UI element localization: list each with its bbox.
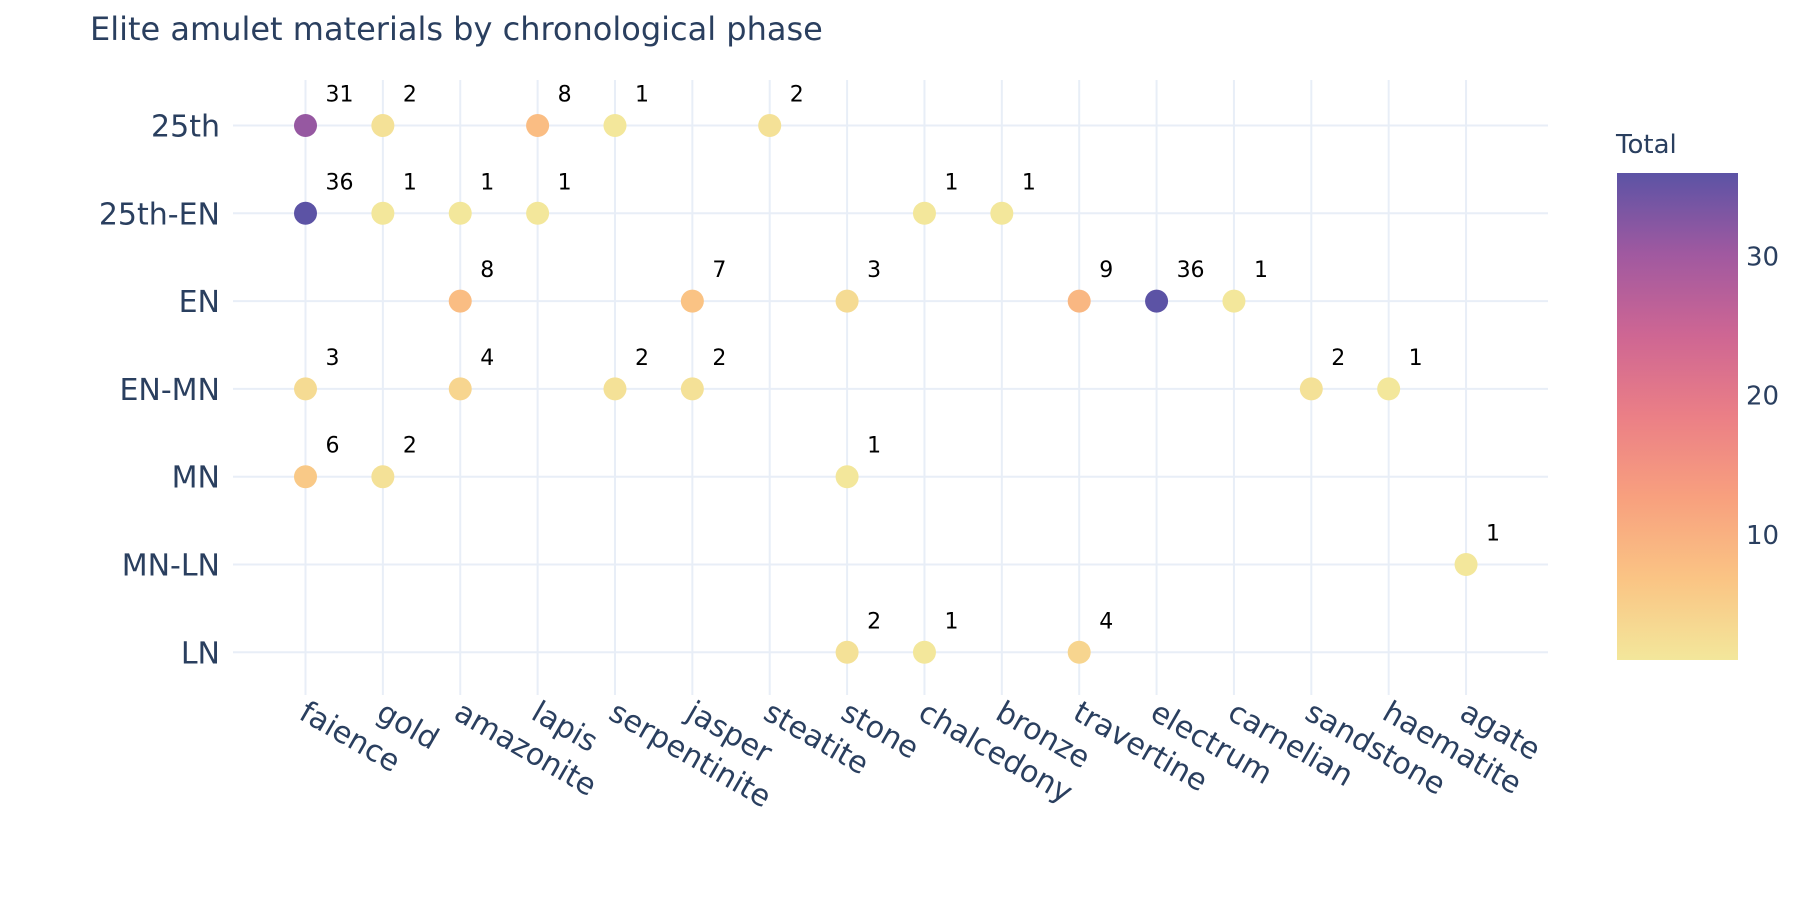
- colorbar-tick-label: 10: [1746, 521, 1779, 551]
- data-point: [294, 114, 317, 137]
- data-point: [1145, 289, 1169, 313]
- data-label: 3: [326, 346, 340, 371]
- data-point: [835, 640, 859, 664]
- y-tick-label: EN: [179, 285, 220, 320]
- data-label: 9: [1099, 258, 1113, 283]
- y-tick-label: 25th: [151, 110, 220, 145]
- data-label: 1: [558, 170, 572, 195]
- data-label: 36: [1177, 258, 1205, 283]
- data-label: 2: [790, 83, 804, 108]
- data-point: [526, 114, 550, 137]
- y-axis: 25th 25th-EN EN EN-MN MN MN-LN LN: [99, 110, 220, 672]
- data-label: 1: [1486, 522, 1500, 547]
- data-point: [294, 465, 317, 489]
- data-points: [294, 114, 1478, 664]
- y-tick-label: LN: [181, 636, 220, 671]
- data-label: 36: [326, 170, 354, 195]
- data-labels: 31 2 8 1 2 36 1 1 1 1 1 8 7 3 9 36 1 3 4 2 2 2 1 6 2 1 1 2 1 4: [326, 83, 1501, 635]
- chart-title: Elite amulet materials by chronological …: [90, 10, 823, 48]
- data-label: 2: [403, 434, 417, 459]
- data-point: [603, 377, 627, 401]
- data-point: [448, 289, 472, 313]
- data-point: [371, 465, 395, 489]
- data-point: [758, 114, 782, 137]
- y-tick-label: 25th-EN: [99, 197, 220, 232]
- data-label: 1: [403, 170, 417, 195]
- data-point: [294, 377, 317, 401]
- data-label: 2: [635, 346, 649, 371]
- colorbar-tick-label: 30: [1746, 242, 1779, 272]
- data-point: [835, 465, 859, 489]
- y-tick-label: MN: [172, 461, 220, 496]
- data-point: [1299, 377, 1323, 401]
- data-point: [371, 201, 395, 225]
- data-label: 4: [480, 346, 494, 371]
- data-point: [526, 201, 550, 225]
- data-point: [912, 201, 936, 225]
- colorbar-gradient: [1617, 173, 1738, 660]
- data-point: [835, 289, 859, 313]
- data-label: 1: [635, 83, 649, 108]
- data-point: [680, 377, 704, 401]
- data-label: 1: [1022, 170, 1036, 195]
- data-point: [1377, 377, 1401, 401]
- data-point: [371, 114, 395, 137]
- data-label: 1: [944, 170, 958, 195]
- data-label: 3: [867, 258, 881, 283]
- data-label: 2: [867, 609, 881, 634]
- colorbar: Total 10 20 30: [1615, 130, 1779, 660]
- data-point: [680, 289, 704, 313]
- data-point: [603, 114, 627, 137]
- data-label: 2: [1331, 346, 1345, 371]
- data-label: 6: [326, 434, 340, 459]
- data-label: 31: [326, 83, 354, 108]
- data-point: [912, 640, 936, 664]
- data-point: [448, 377, 472, 401]
- data-point: [1222, 289, 1246, 313]
- data-label: 2: [712, 346, 726, 371]
- data-label: 7: [712, 258, 726, 283]
- data-label: 1: [1254, 258, 1268, 283]
- data-point: [448, 201, 472, 225]
- y-tick-label: EN-MN: [119, 373, 220, 408]
- y-tick-label: MN-LN: [122, 549, 220, 584]
- data-label: 1: [1409, 346, 1423, 371]
- data-point: [1454, 553, 1478, 576]
- data-label: 2: [403, 83, 417, 108]
- data-point: [1067, 640, 1091, 664]
- colorbar-tick-label: 20: [1746, 382, 1779, 412]
- data-point: [1067, 289, 1091, 313]
- data-label: 1: [867, 434, 881, 459]
- data-label: 1: [944, 609, 958, 634]
- data-label: 8: [480, 258, 494, 283]
- data-point: [990, 201, 1014, 225]
- data-point: [294, 201, 317, 225]
- data-label: 8: [558, 83, 572, 108]
- data-label: 4: [1099, 609, 1113, 634]
- colorbar-title: Total: [1615, 130, 1677, 160]
- gridlines: [233, 80, 1548, 695]
- data-label: 1: [480, 170, 494, 195]
